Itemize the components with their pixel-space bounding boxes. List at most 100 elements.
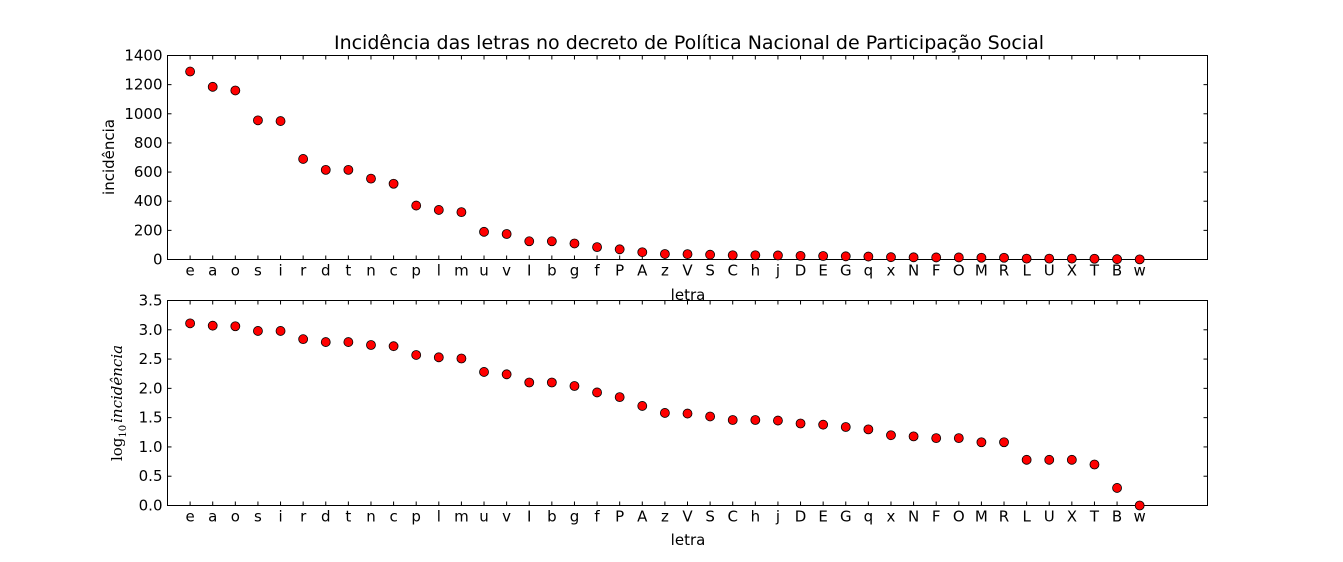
x-tick-label: b: [547, 262, 557, 280]
data-point-p: [411, 350, 422, 360]
y-axis-label-bottom-subscript: 10: [118, 425, 129, 438]
data-point-e: [185, 66, 196, 77]
data-point-T: [1089, 459, 1100, 470]
x-tick-label: c: [389, 508, 397, 526]
data-point-S: [705, 249, 716, 260]
data-point-h: [750, 415, 761, 425]
x-tick-label: f: [594, 262, 600, 280]
data-point-U: [1044, 454, 1055, 465]
data-point-T: [1089, 253, 1100, 264]
x-tick-label: C: [727, 508, 737, 526]
x-tick-label: I: [527, 508, 531, 526]
x-tick-label: B: [1112, 262, 1122, 280]
x-tick-label: N: [908, 262, 919, 280]
data-point-b: [546, 236, 557, 247]
data-point-E: [818, 419, 829, 430]
data-point-I: [524, 236, 535, 247]
x-tick-label: X: [1067, 262, 1077, 280]
data-point-N: [908, 431, 919, 442]
data-point-r: [298, 334, 309, 345]
x-tick-label: j: [775, 508, 780, 526]
data-point-O: [953, 433, 964, 444]
x-tick-label: R: [999, 508, 1009, 526]
y-tick-label: 0: [153, 251, 163, 269]
data-point-a: [207, 81, 218, 92]
x-tick-label: c: [389, 262, 397, 280]
x-tick-label: L: [1022, 262, 1031, 280]
x-tick-label: A: [637, 508, 648, 526]
x-tick-label: F: [932, 262, 941, 280]
x-tick-label: t: [345, 262, 351, 280]
y-axis-label-top: incidência: [100, 119, 118, 195]
data-point-i: [275, 326, 286, 336]
y-tick-label: 1.5: [139, 409, 163, 427]
x-tick-label: b: [547, 508, 557, 526]
x-tick-label: G: [840, 262, 852, 280]
data-point-F: [931, 433, 942, 444]
data-point-C: [727, 250, 738, 261]
x-tick-label: M: [975, 262, 988, 280]
x-tick-label: d: [321, 262, 331, 280]
data-point-G: [840, 251, 851, 262]
data-point-z: [659, 249, 670, 259]
y-axis-label-bottom: log10 incidência: [108, 345, 129, 461]
x-tick-label: p: [411, 262, 421, 280]
x-tick-label: q: [864, 508, 874, 526]
data-point-r: [298, 154, 309, 164]
data-point-M: [976, 252, 987, 263]
y-axis-label-bottom-main: incidência: [108, 345, 126, 423]
x-tick-label: T: [1089, 262, 1100, 280]
x-tick-label: R: [999, 262, 1009, 280]
y-axis-label-bottom-log: log: [108, 437, 126, 461]
data-point-V: [682, 408, 693, 419]
x-tick-label: X: [1067, 508, 1077, 526]
data-point-X: [1066, 253, 1077, 264]
data-point-p: [411, 200, 422, 211]
data-point-u: [479, 367, 489, 377]
data-point-S: [705, 411, 716, 422]
data-point-D: [795, 250, 806, 261]
x-tick-label: N: [908, 508, 919, 526]
x-tick-label: i: [278, 262, 282, 280]
data-point-E: [818, 251, 829, 261]
data-point-q: [863, 424, 874, 435]
data-point-U: [1044, 253, 1055, 264]
x-tick-label: A: [637, 262, 648, 280]
data-point-l: [433, 352, 444, 363]
data-point-n: [366, 173, 376, 184]
data-point-I: [524, 377, 535, 388]
x-tick-label: S: [705, 262, 715, 280]
data-point-l: [433, 205, 444, 215]
data-point-O: [953, 252, 964, 263]
x-tick-label: S: [705, 508, 715, 526]
x-tick-label: I: [527, 262, 531, 280]
data-point-o: [230, 85, 241, 96]
x-tick-label: O: [953, 508, 965, 526]
data-point-D: [795, 418, 806, 429]
data-point-G: [840, 422, 851, 432]
data-point-B: [1112, 254, 1122, 265]
data-point-P: [614, 392, 625, 403]
y-ticks-bottom: 0.0 0.5 1.0 1.5 2.0 2.5 3.0 3.5: [139, 292, 1208, 515]
y-tick-label: 1200: [124, 76, 162, 94]
data-point-N: [908, 252, 919, 263]
chart-title: Incidência das letras no decreto de Polí…: [334, 32, 1044, 54]
data-point-t: [343, 337, 354, 347]
x-tick-label: g: [570, 262, 580, 280]
data-point-f: [592, 242, 602, 253]
data-point-u: [479, 226, 489, 237]
data-point-q: [863, 251, 874, 262]
y-tick-label: 0.0: [139, 497, 163, 515]
data-point-P: [614, 244, 625, 255]
y-tick-label: 2.0: [139, 379, 163, 397]
data-point-v: [501, 229, 512, 239]
x-tick-label: g: [570, 508, 580, 526]
data-point-R: [999, 252, 1009, 263]
x-tick-label: i: [278, 508, 282, 526]
data-point-L: [1021, 454, 1032, 465]
